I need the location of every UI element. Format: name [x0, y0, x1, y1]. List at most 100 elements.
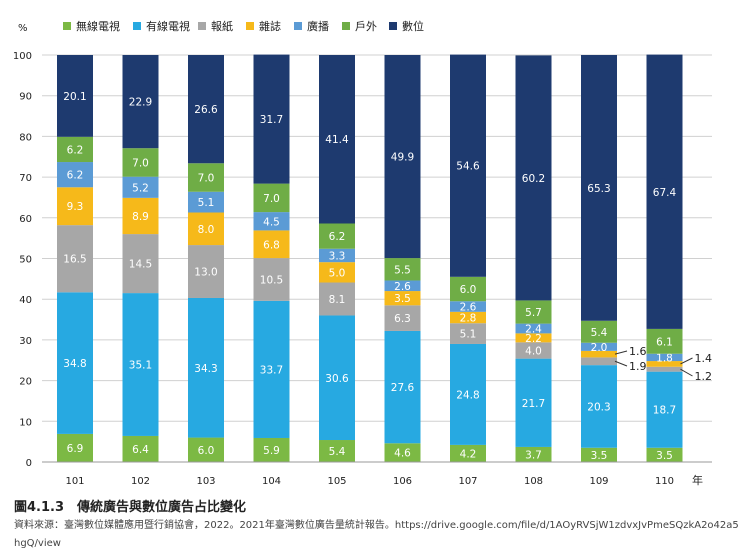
bar-segment	[581, 350, 617, 358]
data-label: 34.3	[194, 363, 217, 375]
data-label: 6.3	[394, 313, 411, 325]
x-tick-label: 106	[393, 476, 412, 487]
legend-swatch	[198, 22, 206, 30]
data-label: 2.2	[525, 333, 542, 345]
data-label: 20.1	[63, 91, 86, 103]
data-label: 26.6	[194, 104, 218, 116]
bar-segment	[253, 437, 290, 462]
bar-segment	[253, 230, 290, 259]
data-label: 3.3	[329, 250, 346, 262]
data-label: 6.1	[656, 336, 673, 348]
legend-label: 戶外	[355, 20, 377, 33]
x-tick-label: 102	[131, 476, 150, 487]
y-tick-label: 50	[19, 255, 32, 266]
bar-segment	[450, 444, 486, 462]
data-label: 5.5	[394, 264, 411, 276]
x-tick-label: 109	[589, 476, 608, 487]
bar-segment	[646, 328, 683, 354]
data-label: 16.5	[63, 254, 86, 266]
data-label: 2.0	[591, 342, 608, 354]
bar-segment	[253, 183, 290, 213]
legend-label: 無線電視	[76, 19, 120, 33]
data-label: 1.4	[695, 352, 713, 365]
x-tick-label: 108	[524, 476, 543, 487]
x-tick-label: 105	[327, 476, 346, 487]
bar-segment	[450, 343, 486, 445]
legend-swatch	[342, 22, 350, 30]
legend-swatch	[133, 22, 141, 30]
bar-segment	[646, 366, 683, 372]
bar-segment	[384, 55, 421, 259]
data-label: 6.2	[329, 231, 346, 243]
y-tick-label: 30	[19, 336, 32, 347]
data-label: 5.1	[460, 329, 477, 341]
data-label: 31.7	[260, 114, 283, 126]
y-axis-label: %	[18, 23, 28, 34]
y-tick-label: 60	[19, 214, 32, 225]
data-label: 5.9	[263, 445, 280, 457]
bar-segment	[384, 305, 421, 331]
data-label: 3.5	[656, 450, 673, 462]
leader-line	[680, 357, 693, 365]
legend-label: 有線電視	[146, 19, 190, 33]
data-label: 18.7	[653, 405, 676, 417]
data-label: 6.0	[198, 445, 215, 457]
data-label: 6.2	[67, 144, 84, 156]
bar-segment	[646, 447, 683, 462]
bar-segment	[57, 187, 93, 226]
data-label: 2.6	[460, 302, 477, 314]
bar-segment	[319, 282, 355, 316]
bar-segment	[384, 330, 421, 444]
bar-segment	[253, 212, 290, 231]
data-label: 4.0	[525, 345, 542, 357]
bar-segment	[57, 225, 93, 293]
data-label: 3.5	[591, 450, 608, 462]
data-label: 4.2	[460, 448, 477, 460]
y-tick-label: 90	[19, 92, 32, 103]
bar-segment	[188, 245, 224, 298]
data-label: 2.8	[460, 313, 477, 325]
bar-segment	[646, 353, 683, 362]
bar-segment	[581, 365, 617, 448]
data-label: 6.8	[263, 239, 280, 251]
legend-swatch	[63, 22, 71, 30]
legend-label: 數位	[402, 19, 424, 33]
data-label: 20.3	[587, 401, 610, 413]
bar-segment	[122, 197, 159, 235]
y-tick-label: 10	[19, 417, 32, 428]
data-label: 10.5	[260, 274, 283, 286]
bar-segment	[122, 148, 159, 177]
data-label: 8.0	[198, 224, 215, 236]
bar-segment	[253, 54, 290, 184]
bar-segment	[384, 258, 421, 281]
data-label: 35.1	[129, 360, 152, 372]
bar-segment	[122, 293, 159, 436]
data-label: 8.1	[329, 294, 346, 306]
bar-segment	[515, 358, 552, 447]
data-label: 6.2	[67, 170, 84, 182]
data-label: 1.9	[629, 360, 647, 373]
leader-line	[614, 350, 628, 355]
data-label: 6.9	[67, 443, 84, 455]
bar-segment	[188, 212, 224, 246]
bar-segment	[188, 55, 224, 164]
data-label: 24.8	[456, 389, 479, 401]
data-label: 65.3	[587, 183, 610, 195]
bar-segment	[646, 371, 683, 448]
bar-segment	[57, 162, 93, 188]
bar-segment	[450, 301, 486, 312]
data-label: 27.6	[391, 382, 415, 394]
data-label: 6.0	[460, 284, 477, 296]
data-label: 5.4	[591, 327, 608, 339]
bar-segment	[450, 54, 486, 277]
legend-label: 廣播	[307, 19, 329, 33]
data-label: 2.4	[525, 324, 542, 336]
bar-segment	[188, 191, 224, 213]
x-tick-label: 103	[196, 476, 215, 487]
y-tick-label: 80	[19, 132, 32, 143]
data-label: 8.9	[132, 211, 149, 223]
leader-line	[680, 368, 693, 377]
bar-segment	[188, 297, 224, 438]
y-tick-label: 20	[19, 377, 32, 388]
bar-segment	[122, 55, 159, 149]
